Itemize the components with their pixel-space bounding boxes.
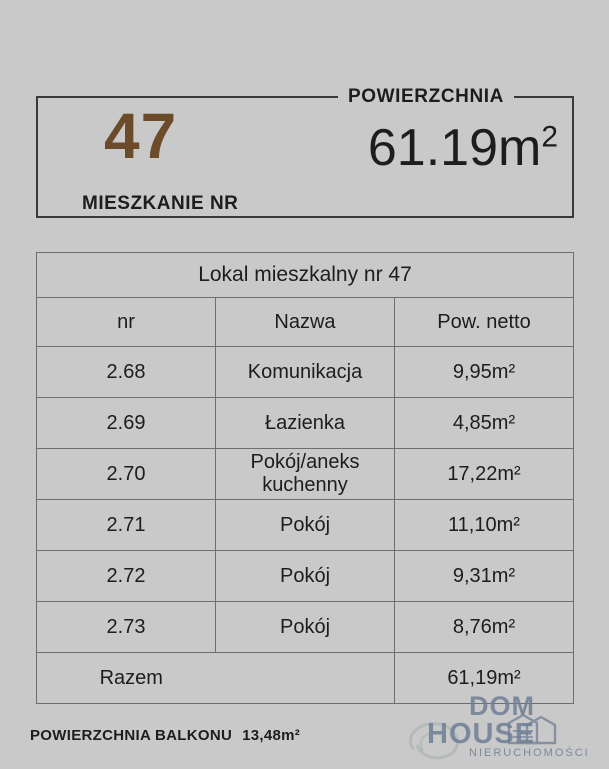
column-header-name: Nazwa [215,297,395,347]
cell-nr: 2.73 [36,601,216,653]
cell-area: 11,10m² [394,499,574,551]
cell-nr: 2.71 [36,499,216,551]
cell-name: Pokój/aneks kuchenny [215,448,395,500]
table-row: 2.71 Pokój 11,10m² [36,499,574,551]
cell-name: Pokój [215,601,395,653]
cell-name: Pokój [215,499,395,551]
column-header-area: Pow. netto [394,297,574,347]
specs-table: Lokal mieszkalny nr 47 nr Nazwa Pow. net… [36,252,574,704]
table-row: 2.72 Pokój 9,31m² [36,550,574,602]
watermark-subtitle: NIERUCHOMOŚCI [469,747,590,759]
header-frame: 47 MIESZKANIE NR POWIERZCHNIA 61.19m2 [36,86,574,218]
total-area: 61,19m² [394,652,574,704]
table-row: 2.70 Pokój/aneks kuchenny 17,22m² [36,448,574,500]
header-inner: 47 MIESZKANIE NR POWIERZCHNIA 61.19m2 [38,86,572,216]
table-row: 2.68 Komunikacja 9,95m² [36,346,574,398]
cell-area: 8,76m² [394,601,574,653]
area-value-text: 61.19m [367,119,542,177]
table-header-row: nr Nazwa Pow. netto [36,297,574,347]
cell-nr: 2.68 [36,346,216,398]
balcony-note: POWIERZCHNIA BALKONU 13,48m² [30,727,300,744]
watermark-line-2: HOUSE [427,718,536,750]
table-row: 2.73 Pokój 8,76m² [36,601,574,653]
column-header-nr: nr [36,297,216,347]
cell-area: 17,22m² [394,448,574,500]
area-exponent: 2 [541,120,558,154]
table-total-row: Razem 61,19m² [36,652,574,704]
balcony-label: POWIERZCHNIA BALKONU [30,727,233,744]
cell-nr: 2.69 [36,397,216,449]
total-spacer [215,652,395,704]
cell-nr: 2.70 [36,448,216,500]
cell-name: Łazienka [215,397,395,449]
apartment-number-label: MIESZKANIE NR [74,194,247,214]
table-row: 2.69 Łazienka 4,85m² [36,397,574,449]
cell-name: Komunikacja [215,346,395,398]
balcony-value: 13,48m² [242,727,301,744]
table-title-row: Lokal mieszkalny nr 47 [36,252,574,298]
cell-name: Pokój [215,550,395,602]
table-title: Lokal mieszkalny nr 47 [36,252,574,298]
apartment-number: 47 [104,100,178,172]
area-label: POWIERZCHNIA [337,86,514,108]
cell-nr: 2.72 [36,550,216,602]
cell-area: 9,31m² [394,550,574,602]
specs-table-wrapper: Lokal mieszkalny nr 47 nr Nazwa Pow. net… [36,252,574,704]
cell-area: 9,95m² [394,346,574,398]
cell-area: 4,85m² [394,397,574,449]
swirl-icon [409,722,459,760]
building-icon [507,713,557,745]
area-value: 61.19m2 [367,119,558,177]
total-label: Razem [36,652,216,704]
